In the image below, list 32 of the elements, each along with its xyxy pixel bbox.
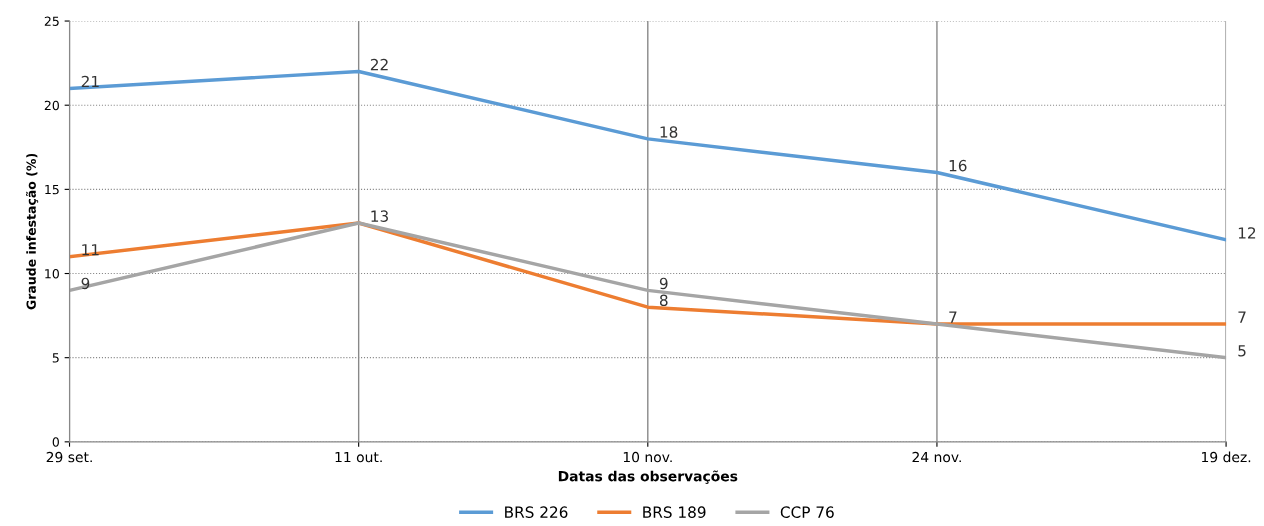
data-label: 9 [659, 277, 668, 290]
legend-label: CCP 76 [780, 506, 834, 518]
line-series [69, 221, 1227, 360]
y-tick-label: 0 [52, 437, 59, 447]
y-tick-label: 20 [44, 100, 59, 111]
line-series [69, 221, 1227, 326]
line-series [69, 69, 1227, 242]
legend-label: BRS 226 [505, 506, 568, 518]
data-label: 7 [949, 311, 957, 323]
x-axis-title: Datas das observações [558, 470, 738, 484]
x-tick-label: 19 dez. [1202, 451, 1251, 463]
data-label: 5 [1238, 345, 1246, 357]
y-tick-label: 15 [45, 185, 59, 195]
data-label: 11 [82, 244, 99, 256]
y-axis-title: Graude infestação (%) [26, 153, 39, 310]
data-label: 13 [371, 210, 388, 222]
data-label: 16 [949, 159, 967, 172]
data-label: 22 [370, 58, 388, 71]
x-tick-label: 24 nov. [912, 451, 961, 463]
data-label: 12 [1238, 227, 1256, 239]
data-label: 9 [81, 277, 90, 290]
x-tick-label: 29 set. [46, 451, 92, 463]
x-tick-label: 10 nov. [623, 451, 672, 463]
x-tick-label: 11 out. [335, 451, 382, 463]
data-label: 7 [1238, 311, 1246, 323]
data-label: 21 [81, 75, 99, 88]
y-tick-label: 10 [45, 268, 59, 279]
data-label: 8 [659, 294, 668, 307]
y-tick-label: 5 [52, 353, 59, 363]
data-label: 18 [660, 126, 678, 138]
legend-label: BRS 189 [643, 506, 706, 518]
y-tick-label: 25 [44, 16, 59, 26]
